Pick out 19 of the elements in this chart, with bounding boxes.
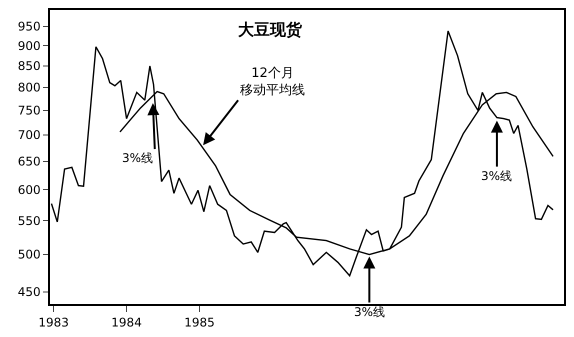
y-tick-label: 600 bbox=[18, 182, 41, 197]
y-tick-label: 800 bbox=[18, 80, 41, 95]
annotation: 3%线 bbox=[354, 305, 386, 319]
text: 大豆现货 bbox=[238, 20, 303, 39]
y-tick-label: 700 bbox=[18, 128, 41, 142]
x-tick-label: 1983 bbox=[38, 315, 69, 330]
y-tick-label: 900 bbox=[18, 38, 41, 53]
y-tick-label: 550 bbox=[18, 214, 41, 228]
annotation: 3%线 bbox=[481, 169, 512, 183]
y-tick-label: 650 bbox=[18, 154, 41, 168]
y-tick-label: 750 bbox=[18, 104, 41, 118]
y-tick-label: 450 bbox=[18, 285, 41, 300]
x-tick-label: 1985 bbox=[184, 315, 215, 330]
y-tick-label: 500 bbox=[18, 248, 41, 262]
annotation: 12个月移动平均线 bbox=[240, 66, 305, 98]
y-tick-label: 950 bbox=[18, 20, 41, 34]
y-tick-label: 850 bbox=[18, 59, 41, 74]
annotation: 3%线 bbox=[122, 151, 154, 165]
x-tick-label: 1984 bbox=[111, 315, 142, 330]
